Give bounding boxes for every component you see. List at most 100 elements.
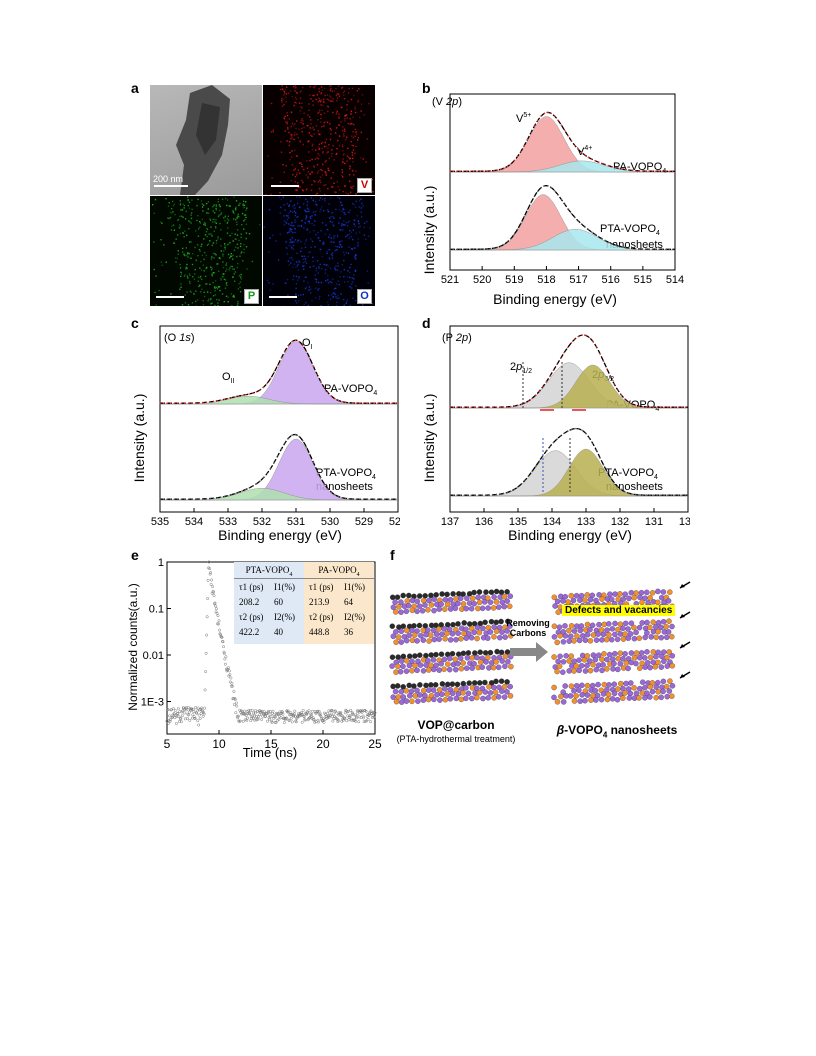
atom (490, 664, 497, 671)
atom (504, 679, 510, 685)
eds-dot (245, 216, 247, 219)
atom (390, 604, 397, 611)
eds-dot (206, 283, 208, 285)
atom (571, 638, 577, 644)
eds-dot (200, 275, 202, 278)
raw-point (642, 405, 644, 408)
raw-point (287, 344, 290, 347)
eds-dot (353, 94, 355, 97)
decay-point (303, 718, 307, 722)
raw-point (624, 398, 626, 400)
eds-dot (337, 139, 339, 142)
eds-dot (290, 135, 293, 137)
eds-dot (354, 106, 356, 108)
atom (398, 699, 405, 705)
eds-dot (200, 245, 202, 248)
eds-dot (357, 241, 359, 244)
decay-point (208, 567, 212, 571)
eds-dot (212, 206, 214, 208)
eds-dot (175, 261, 177, 263)
raw-point (617, 389, 619, 391)
atom (648, 634, 654, 640)
atom (587, 638, 594, 644)
eds-dot (201, 243, 203, 245)
raw-point (509, 237, 512, 240)
eds-dot (352, 169, 354, 172)
raw-point (533, 195, 536, 198)
eds-dot (183, 236, 185, 238)
eds-dot (358, 200, 361, 202)
eds-dot (318, 111, 320, 113)
eds-dot (233, 273, 235, 275)
raw-point (661, 170, 664, 172)
atom (449, 681, 456, 687)
eds-dot (311, 184, 313, 186)
eds-dot (355, 258, 357, 260)
atom (596, 621, 602, 628)
eds-dot (334, 191, 336, 193)
raw-point (266, 472, 268, 475)
eds-dot (346, 160, 348, 162)
eds-dot (343, 130, 346, 132)
raw-point (516, 155, 519, 158)
eds-dot (342, 91, 344, 94)
raw-point (387, 498, 390, 500)
eds-dot (291, 222, 293, 224)
eds-dot (240, 273, 242, 276)
tem-scale-text: 200 nm (153, 174, 184, 184)
eds-dot (320, 197, 322, 199)
atom (471, 620, 478, 627)
raw-point (564, 129, 566, 132)
raw-point (496, 169, 499, 171)
eds-dot (237, 304, 239, 306)
raw-point (584, 432, 587, 435)
eds-dot (220, 245, 222, 247)
eds-dot (243, 206, 245, 209)
atom (463, 665, 470, 671)
eds-dot (223, 217, 225, 219)
eds-dot (237, 213, 239, 215)
eds-dot (355, 206, 357, 208)
atom (551, 634, 558, 640)
eds-dot (215, 219, 217, 221)
atom (415, 698, 421, 704)
eds-dot (297, 263, 299, 266)
atom (562, 633, 569, 639)
decay-point (255, 715, 259, 718)
raw-point (684, 406, 687, 408)
decay-point (373, 711, 377, 715)
atom (606, 632, 612, 638)
atom (650, 628, 657, 635)
raw-point (330, 491, 333, 493)
eds-dot (294, 149, 296, 151)
eds-dot (341, 246, 343, 248)
x-tick-label: 517 (569, 274, 587, 286)
eds-dot (197, 235, 200, 237)
decay-point (330, 715, 334, 719)
eds-dot (181, 215, 183, 217)
eds-dot (331, 155, 333, 157)
eds-dot (339, 245, 342, 247)
eds-dot (340, 271, 342, 273)
atom (409, 607, 416, 614)
atom (625, 665, 631, 672)
eds-dot (308, 222, 311, 224)
atom (626, 595, 632, 602)
atom (398, 688, 405, 695)
eds-dot (281, 105, 284, 107)
atom (633, 629, 639, 636)
atom (584, 592, 590, 598)
eds-dot (226, 232, 229, 234)
eds-dot (212, 281, 214, 284)
raw-point (223, 495, 226, 498)
eds-dot (299, 110, 302, 112)
decay-point (274, 715, 277, 719)
eds-dot (240, 243, 242, 245)
eds-dot (342, 158, 344, 160)
eds-dot (235, 209, 237, 211)
eds-dot (309, 127, 311, 129)
eds-dot (351, 151, 353, 153)
atom (418, 632, 424, 639)
atom (425, 696, 432, 703)
raw-point (681, 406, 683, 408)
